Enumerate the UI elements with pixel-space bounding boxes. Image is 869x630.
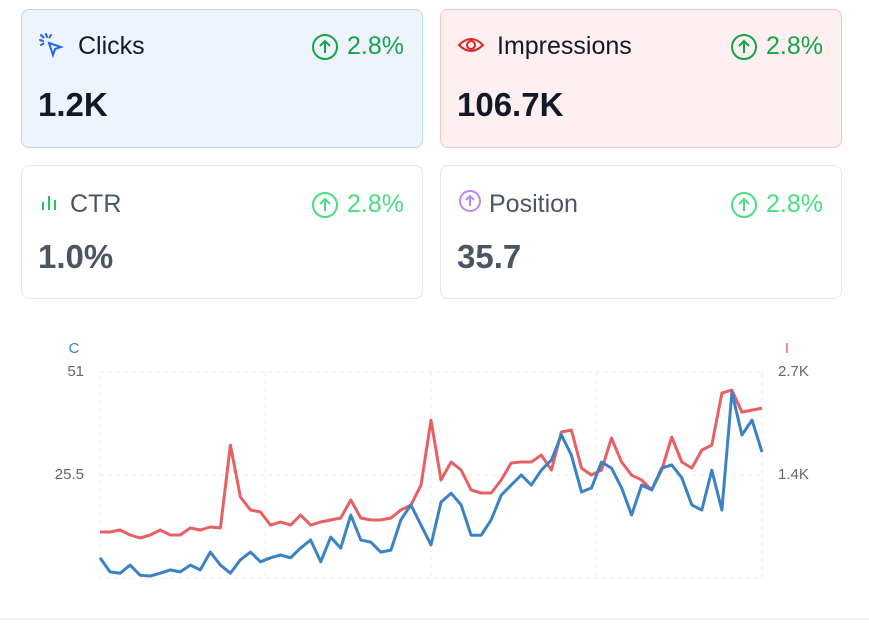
chart: C I 25.5 51 1.4K 2.7K bbox=[55, 340, 809, 579]
change-text: 2.8% bbox=[766, 190, 823, 218]
position-card[interactable]: Position 2.8% 35.7 bbox=[440, 165, 842, 299]
card-value: 35.7 bbox=[457, 238, 522, 275]
y2-tick-label: 1.4K bbox=[778, 466, 809, 483]
change-text: 2.8% bbox=[347, 32, 404, 60]
y2-axis-label: I bbox=[785, 340, 789, 357]
card-label: Clicks bbox=[78, 32, 145, 60]
card-value: 1.2K bbox=[38, 86, 108, 123]
clicks-card[interactable]: Clicks 2.8% 1.2K bbox=[21, 9, 423, 148]
ctr-card[interactable]: CTR 2.8% 1.0% bbox=[21, 165, 423, 299]
card-change: 2.8% bbox=[730, 190, 823, 219]
eye-icon bbox=[457, 38, 485, 52]
card-value: 106.7K bbox=[457, 86, 564, 123]
card-label: CTR bbox=[70, 190, 122, 218]
card-change: 2.8% bbox=[730, 32, 823, 61]
y2-tick-label: 2.7K bbox=[778, 363, 809, 380]
impressions-card[interactable]: Impressions 2.8% 106.7K bbox=[440, 9, 842, 148]
bar-icon bbox=[42, 196, 56, 210]
y-tick-label: 25.5 bbox=[55, 466, 84, 483]
card-change: 2.8% bbox=[311, 190, 404, 219]
card-edge bbox=[0, 618, 869, 620]
up-icon bbox=[312, 191, 339, 218]
up-icon bbox=[731, 33, 758, 60]
y-axis-label: C bbox=[69, 340, 80, 357]
card-label: Position bbox=[489, 190, 578, 218]
change-text: 2.8% bbox=[347, 190, 404, 218]
cursor-icon bbox=[39, 33, 64, 58]
change-text: 2.8% bbox=[766, 32, 823, 60]
up-icon bbox=[312, 33, 339, 60]
position-icon bbox=[459, 190, 481, 212]
card-value: 1.0% bbox=[38, 238, 114, 275]
y-tick-label: 51 bbox=[67, 363, 84, 380]
card-label: Impressions bbox=[497, 32, 632, 60]
up-icon bbox=[731, 191, 758, 218]
series-line bbox=[98, 390, 764, 578]
card-change: 2.8% bbox=[311, 32, 404, 61]
